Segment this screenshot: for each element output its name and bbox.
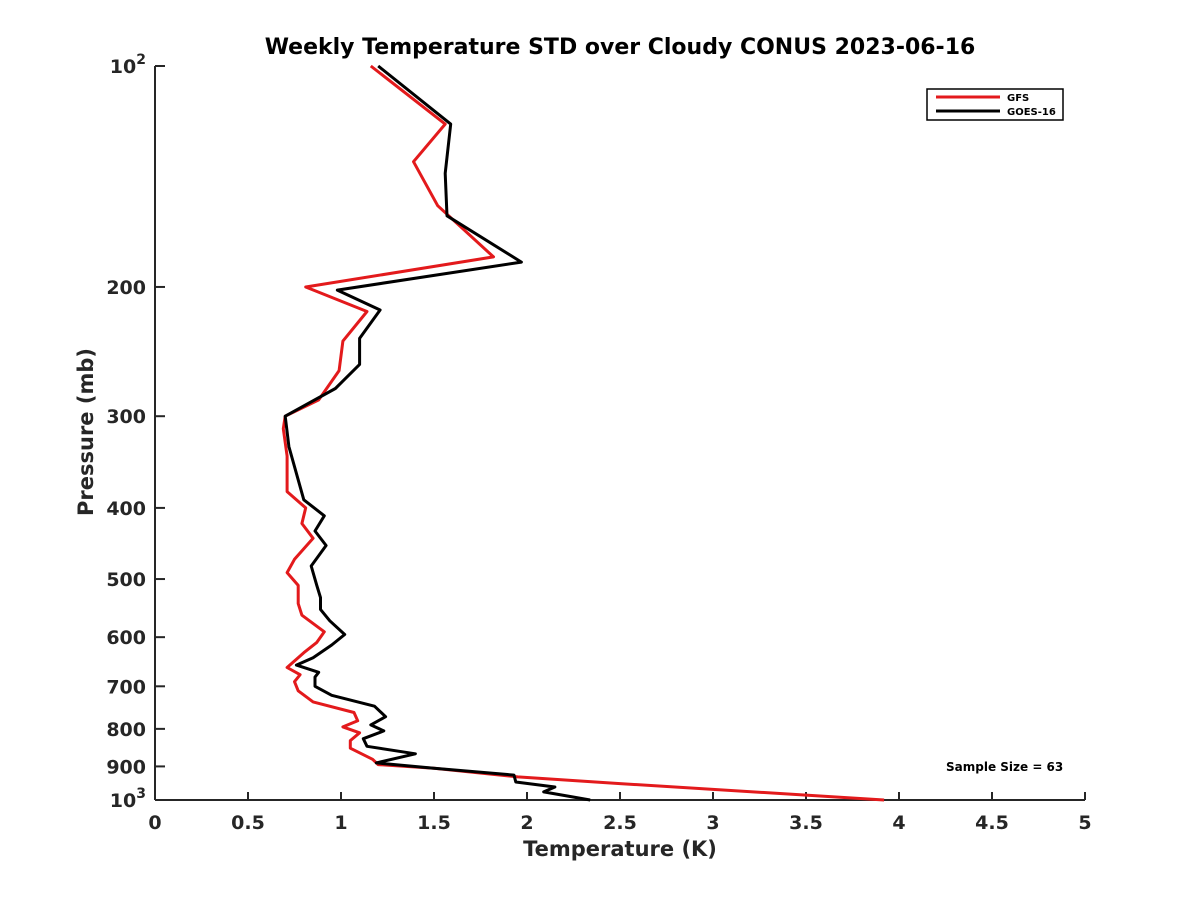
x-tick-label: 1 bbox=[334, 812, 347, 834]
y-tick-label: 103 bbox=[110, 786, 146, 812]
y-tick-label: 300 bbox=[106, 406, 146, 428]
legend: GFS GOES-16 bbox=[926, 88, 1064, 121]
x-tick-label: 3 bbox=[706, 812, 719, 834]
x-tick-label: 5 bbox=[1078, 812, 1091, 834]
x-tick-label: 0.5 bbox=[231, 812, 265, 834]
y-tick-label-base: 10 bbox=[110, 790, 136, 812]
legend-box bbox=[926, 88, 1064, 121]
x-tick-label: 4 bbox=[892, 812, 905, 834]
x-axis-ticks: 0 0.5 1 1.5 2 2.5 3 3.5 4 4.5 5 bbox=[148, 792, 1092, 834]
y-tick-label-exponent: 3 bbox=[136, 786, 146, 802]
y-axis-title: Pressure (mb) bbox=[74, 348, 98, 516]
y-tick-label: 102 bbox=[110, 52, 146, 78]
y-tick-label: 500 bbox=[106, 569, 146, 591]
series-line-gfs bbox=[281, 64, 885, 802]
x-tick-label: 0 bbox=[148, 812, 161, 834]
x-tick-label: 1.5 bbox=[417, 812, 451, 834]
x-tick-label: 2 bbox=[520, 812, 533, 834]
chart-title: Weekly Temperature STD over Cloudy CONUS… bbox=[265, 35, 976, 60]
x-tick-label: 2.5 bbox=[603, 812, 637, 834]
y-tick-label: 700 bbox=[106, 676, 146, 698]
series-line-goes-16 bbox=[283, 64, 591, 802]
y-tick-label: 900 bbox=[106, 756, 146, 778]
y-tick-label: 400 bbox=[106, 498, 146, 520]
legend-label-goes-16: GOES-16 bbox=[1007, 107, 1056, 118]
y-tick-label: 600 bbox=[106, 627, 146, 649]
plot-area bbox=[281, 64, 885, 802]
x-axis-title: Temperature (K) bbox=[523, 837, 717, 861]
x-tick-label: 3.5 bbox=[789, 812, 823, 834]
y-tick-label: 800 bbox=[106, 719, 146, 741]
y-tick-label-base: 10 bbox=[110, 56, 136, 78]
y-tick-label: 200 bbox=[106, 277, 146, 299]
y-tick-label-exponent: 2 bbox=[136, 52, 146, 68]
legend-label-gfs: GFS bbox=[1007, 93, 1029, 104]
x-tick-label: 4.5 bbox=[975, 812, 1009, 834]
sample-size-annotation: Sample Size = 63 bbox=[946, 760, 1063, 774]
